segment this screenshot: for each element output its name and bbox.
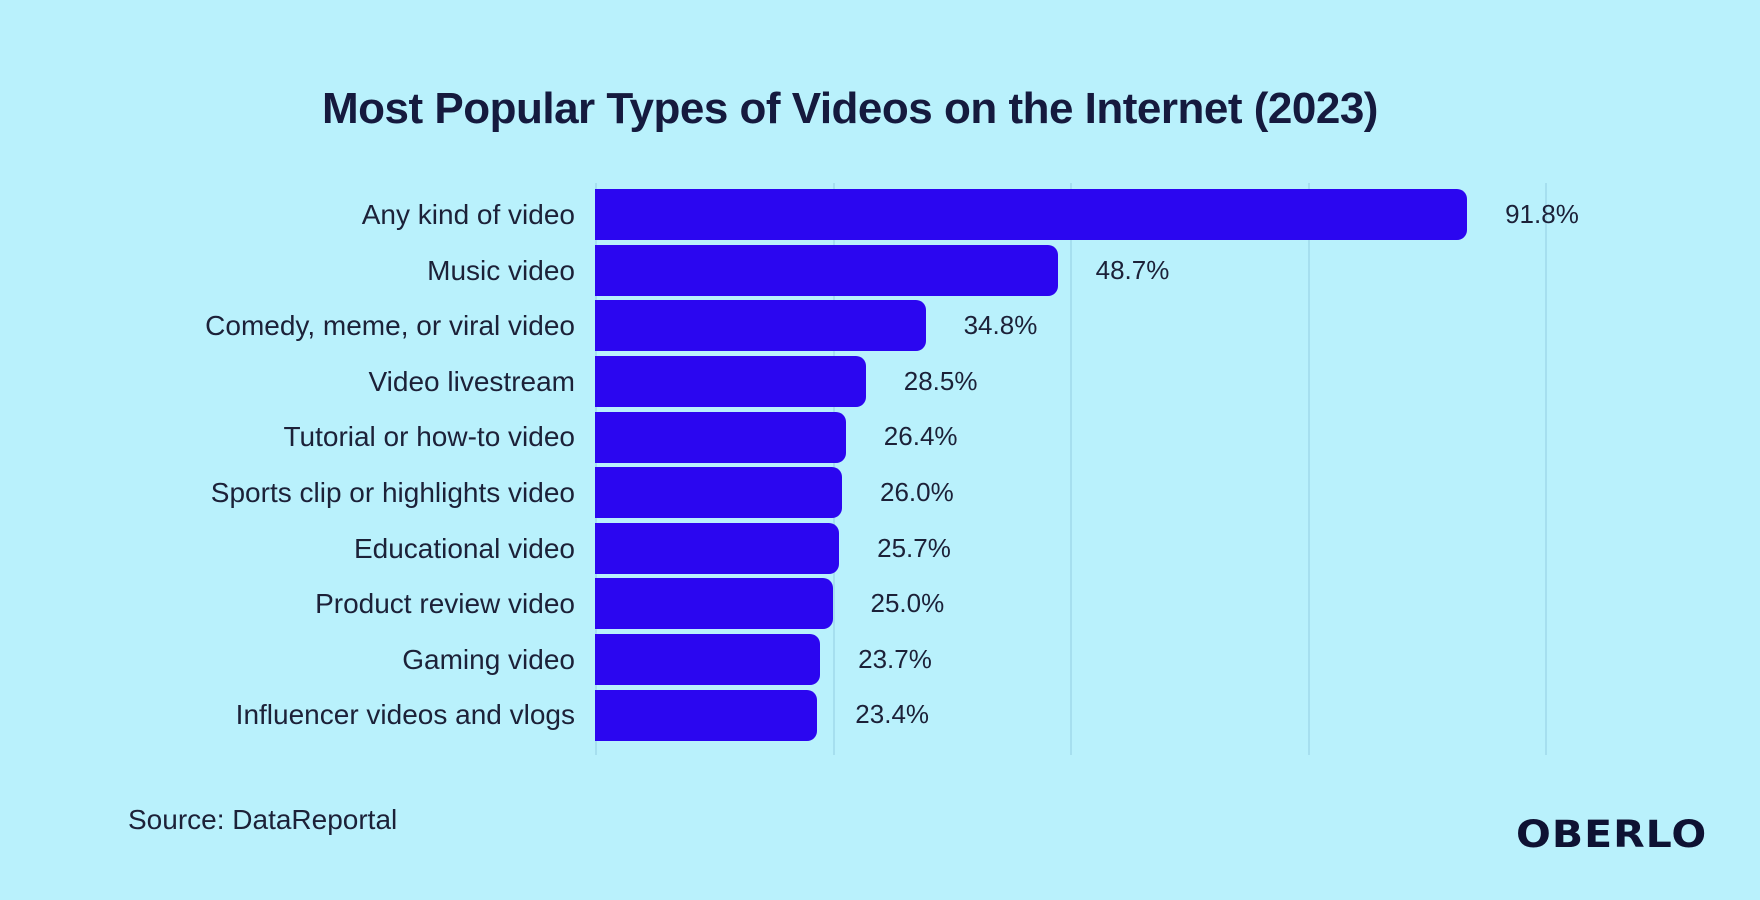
source-attribution: Source: DataReportal <box>128 804 398 835</box>
chart-row: Music video 48.7% <box>0 243 1760 299</box>
bar <box>595 578 833 630</box>
category-label: Music video <box>427 254 575 286</box>
value-label: 34.8% <box>963 310 1038 341</box>
chart-row: Tutorial or how-to video 26.4% <box>0 409 1760 465</box>
chart-title: Most Popular Types of Videos on the Inte… <box>322 84 1378 133</box>
value-label: 23.4% <box>855 699 930 730</box>
oberlo-logo: OBERLO <box>1516 811 1708 857</box>
value-label: 91.8% <box>1505 199 1579 229</box>
bar <box>595 634 821 686</box>
chart-row: Product review video 25.0% <box>0 576 1760 632</box>
gridline-75 <box>1307 183 1310 755</box>
category-label: Sports clip or highlights video <box>210 477 575 508</box>
value-label: 25.7% <box>877 532 951 563</box>
category-label: Video livestream <box>368 365 575 397</box>
gridline-50 <box>1070 183 1072 755</box>
chart-row: Comedy, meme, or viral video 34.8% <box>0 298 1760 354</box>
value-label: 48.7% <box>1095 254 1170 285</box>
category-label: Tutorial or how-to video <box>283 421 575 453</box>
category-label: Gaming video <box>402 643 575 675</box>
category-label: Influencer videos and vlogs <box>235 699 575 731</box>
bar <box>595 189 1468 241</box>
bar <box>595 300 926 352</box>
chart-row: Any kind of video 91.8% <box>0 187 1760 243</box>
bar <box>595 689 818 741</box>
category-label: Comedy, meme, or viral video <box>205 310 575 342</box>
chart-row: Gaming video 23.7% <box>0 632 1760 688</box>
category-label: Product review video <box>315 588 575 620</box>
category-label: Any kind of video <box>361 199 575 230</box>
value-label: 28.5% <box>903 365 978 396</box>
chart-row: Educational video 25.7% <box>0 521 1760 577</box>
value-label: 26.0% <box>880 477 954 507</box>
gridline-100 <box>1545 183 1547 755</box>
bar <box>595 411 846 463</box>
value-label: 26.4% <box>883 421 958 452</box>
bar <box>595 467 842 519</box>
chart-row: Sports clip or highlights video 26.0% <box>0 465 1760 521</box>
bar <box>595 356 866 408</box>
bar <box>595 522 840 574</box>
category-label: Educational video <box>353 532 575 564</box>
bar-chart: Any kind of video 91.8% Music video 48.7… <box>0 187 1760 743</box>
bar <box>595 244 1058 296</box>
value-label: 23.7% <box>858 643 932 674</box>
chart-row: Video livestream 28.5% <box>0 354 1760 410</box>
chart-row: Influencer videos and vlogs 23.4% <box>0 687 1760 743</box>
value-label: 25.0% <box>870 588 945 619</box>
